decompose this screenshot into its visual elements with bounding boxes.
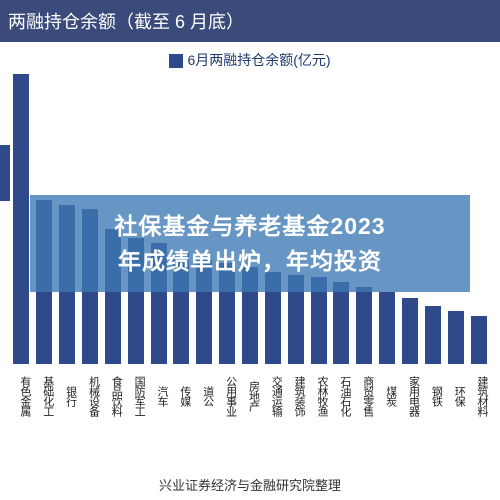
bar-column	[444, 311, 467, 364]
x-label: 机械设备	[79, 366, 102, 426]
x-label: 交通运输	[261, 366, 284, 426]
bar	[471, 316, 487, 364]
legend-label: 6月两融持仓余额(亿元)	[187, 52, 330, 68]
x-label: 传媒	[170, 366, 193, 426]
x-label: 家用电器	[399, 366, 422, 426]
x-axis-labels: 有色金属基础化工银行机械设备食品饮料国防军工汽车传媒道公公用事业房地产交通运输建…	[6, 364, 494, 426]
bar-column	[421, 306, 444, 364]
bar-column	[353, 287, 376, 364]
x-label: 农林牧渔	[307, 366, 330, 426]
bar	[356, 287, 372, 364]
legend-marker	[169, 54, 183, 68]
overlay-banner: 社保基金与养老基金2023 年成绩单出炉，年均投资	[30, 195, 470, 292]
x-label: 基础化工	[33, 366, 56, 426]
overlay-line2: 年成绩单出炉，年均投资	[40, 244, 460, 279]
x-label: 道公	[193, 366, 216, 426]
bar	[13, 74, 29, 364]
bar	[425, 306, 441, 364]
chart-title: 两融持仓余额（截至 6 月底）	[8, 8, 244, 34]
x-label: 石油石化	[330, 366, 353, 426]
bar	[333, 282, 349, 364]
x-label: 国防军工	[124, 366, 147, 426]
chart-legend: 6月两融持仓余额(亿元)	[0, 42, 500, 74]
x-label: 食品饮料	[101, 366, 124, 426]
bar-column	[467, 316, 490, 364]
x-label: 公用事业	[216, 366, 239, 426]
overlay-line1: 社保基金与养老基金2023	[40, 209, 460, 244]
bar	[379, 292, 395, 365]
source-attribution: 兴业证券经济与金融研究院整理	[0, 475, 500, 494]
bar	[448, 311, 464, 364]
x-label: 汽车	[147, 366, 170, 426]
bar	[402, 298, 418, 364]
bar-column	[376, 292, 399, 365]
x-label: 有色金属	[10, 366, 33, 426]
x-label: 建筑装饰	[284, 366, 307, 426]
bar-column	[399, 298, 422, 364]
x-label: 钢铁	[421, 366, 444, 426]
source-text: 兴业证券经济与金融研究院整理	[159, 478, 341, 493]
x-label: 商贸零售	[353, 366, 376, 426]
x-label: 煤炭	[376, 366, 399, 426]
x-label: 环保	[444, 366, 467, 426]
x-label: 房地产	[239, 366, 262, 426]
x-label: 建筑材料	[467, 366, 490, 426]
chart-header: 两融持仓余额（截至 6 月底）	[0, 0, 500, 42]
bar-column	[330, 282, 353, 364]
x-label: 银行	[56, 366, 79, 426]
